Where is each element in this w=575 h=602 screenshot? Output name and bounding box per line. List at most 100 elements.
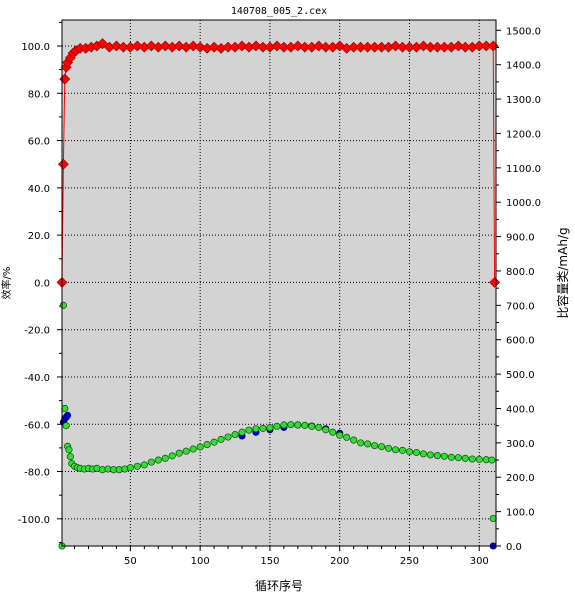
x-tick-label: 250 xyxy=(400,556,419,567)
y-axis-left-label: 效率/% xyxy=(0,267,13,300)
data-point xyxy=(315,423,323,431)
data-point xyxy=(203,441,211,449)
y-left-tick-label: 20.0 xyxy=(28,231,50,242)
y-right-tick-label: 1500.0 xyxy=(506,26,541,37)
data-point xyxy=(59,301,67,309)
data-point xyxy=(390,40,401,52)
data-point xyxy=(231,431,239,439)
data-point xyxy=(252,425,260,433)
data-point xyxy=(154,456,162,464)
data-point xyxy=(196,443,204,451)
y-left-tick-label: 0.0 xyxy=(34,278,50,289)
y-right-tick-label: 1400.0 xyxy=(506,61,541,72)
y-right-tick-label: 500.0 xyxy=(506,370,535,381)
data-point xyxy=(182,447,190,455)
y-left-tick-label: 60.0 xyxy=(28,137,50,148)
data-point xyxy=(313,40,325,52)
y-right-tick-label: 700.0 xyxy=(506,301,535,312)
data-point xyxy=(97,38,108,50)
data-point xyxy=(433,452,441,460)
x-tick-label: 300 xyxy=(470,556,489,567)
data-point xyxy=(384,444,393,452)
y-left-tick-label: 100.0 xyxy=(21,42,50,53)
left-axis: 100.0 80.0 60.0 40.0 20.0 0.0 -20.0 -40.0 -60.0 -… xyxy=(18,21,62,543)
y-left-tick-label: -100.0 xyxy=(18,515,50,526)
y-left-tick-label: 80.0 xyxy=(28,89,50,100)
data-point xyxy=(280,421,288,429)
series-efficiency xyxy=(56,38,501,288)
y-left-tick-label: -60.0 xyxy=(24,420,50,431)
series-capacity xyxy=(58,301,497,550)
data-point xyxy=(294,421,302,429)
data-point xyxy=(343,433,351,441)
data-point xyxy=(194,41,206,53)
x-tick-label: 200 xyxy=(330,556,349,567)
data-point xyxy=(371,442,379,450)
x-tick-label: 100 xyxy=(191,556,210,567)
data-point xyxy=(364,440,372,448)
plot-frame xyxy=(61,19,497,547)
data-point xyxy=(173,40,185,52)
data-point xyxy=(350,436,358,444)
y-left-tick-label: 40.0 xyxy=(28,184,50,195)
data-point xyxy=(308,422,316,430)
bottom-axis: 50 100 150 200 250 300 xyxy=(74,546,494,567)
x-axis-label: 循环序号 xyxy=(255,578,303,593)
data-point xyxy=(419,450,427,458)
data-point xyxy=(418,40,429,52)
data-point xyxy=(187,40,199,52)
data-point xyxy=(145,40,157,52)
chart-title: 140708_005_2.cex xyxy=(231,6,327,17)
data-point xyxy=(57,158,69,170)
y-right-tick-label: 800.0 xyxy=(506,267,535,278)
data-point xyxy=(468,455,476,463)
y-right-tick-label: 1100.0 xyxy=(506,164,541,175)
data-point xyxy=(391,446,400,454)
data-point xyxy=(66,453,74,461)
data-point xyxy=(236,40,248,52)
y-axis-right-label: 比容量类/mAh/g xyxy=(555,227,570,318)
y-right-tick-label: 600.0 xyxy=(506,336,535,347)
data-point xyxy=(271,40,283,52)
data-point xyxy=(61,404,69,413)
plot-background xyxy=(62,20,496,546)
data-point xyxy=(238,428,246,436)
data-point xyxy=(357,439,365,447)
y-right-tick-label: 1300.0 xyxy=(506,95,541,106)
data-point xyxy=(440,452,448,460)
data-point xyxy=(250,40,262,52)
data-point xyxy=(259,424,267,432)
data-point xyxy=(159,40,171,52)
data-point xyxy=(336,431,344,439)
data-point xyxy=(131,40,143,52)
data-point xyxy=(273,422,281,430)
y-right-tick-label: 1200.0 xyxy=(506,129,541,140)
y-right-tick-label: 300.0 xyxy=(506,439,535,450)
data-point xyxy=(62,422,70,430)
data-point xyxy=(489,514,497,523)
data-point xyxy=(147,458,155,466)
data-point xyxy=(489,276,501,288)
data-point xyxy=(224,433,232,441)
data-point xyxy=(111,40,122,52)
y-left-tick-label: -40.0 xyxy=(24,373,50,384)
data-point xyxy=(210,438,218,446)
y-right-tick-label: 0.0 xyxy=(506,542,522,553)
data-point xyxy=(266,424,274,432)
series-layer xyxy=(56,38,501,550)
data-point xyxy=(59,73,71,85)
data-point xyxy=(447,453,455,461)
y-left-tick-label: -20.0 xyxy=(24,326,50,337)
data-point xyxy=(126,464,134,472)
data-point xyxy=(217,435,225,443)
data-point xyxy=(461,454,469,462)
data-point xyxy=(189,445,197,453)
y-right-tick-label: 200.0 xyxy=(506,473,535,484)
data-point xyxy=(175,449,183,457)
data-point xyxy=(398,446,407,454)
data-point xyxy=(329,428,337,436)
data-point xyxy=(452,40,464,52)
y-right-tick-label: 1000.0 xyxy=(506,198,541,209)
data-point xyxy=(133,462,141,470)
data-point xyxy=(287,421,295,429)
